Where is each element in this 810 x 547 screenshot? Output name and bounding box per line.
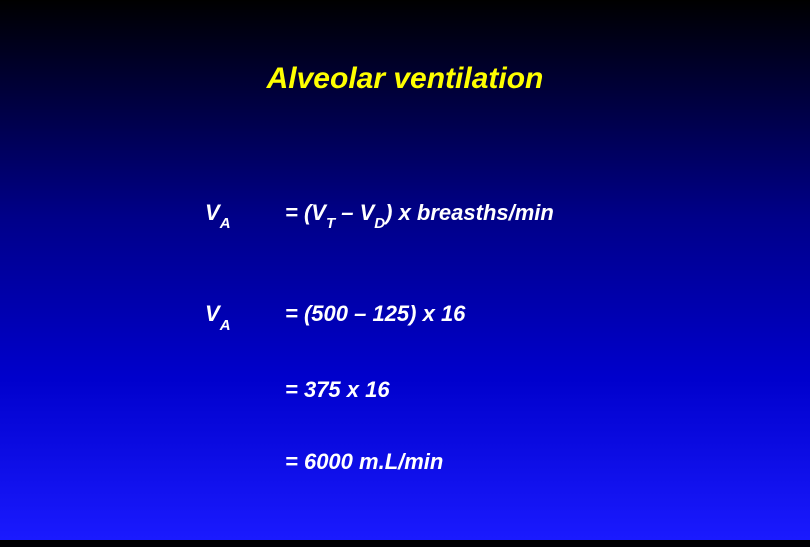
symbol-sub: A xyxy=(220,317,231,334)
expression-4: = 6000 m.L/min xyxy=(285,449,443,475)
symbol-base: V xyxy=(205,200,220,225)
equation-line-4: = 6000 m.L/min xyxy=(205,449,554,475)
symbol-sub: A xyxy=(220,215,231,232)
slide-content: VA = (VT – VD) x breasths/min VA = (500 … xyxy=(205,200,554,547)
symbol-base: V xyxy=(205,301,220,326)
expr-mid: – V xyxy=(335,200,374,225)
equation-line-1: VA = (VT – VD) x breasths/min xyxy=(205,200,554,229)
equation-line-2: VA = (500 – 125) x 16 xyxy=(205,301,554,330)
expr-suffix: ) x breasths/min xyxy=(385,200,554,225)
expression-3: = 375 x 16 xyxy=(285,377,390,403)
expr-prefix: = (V xyxy=(285,200,326,225)
symbol-va-1: VA xyxy=(205,200,285,229)
symbol-empty-2 xyxy=(205,449,285,475)
expr-sub-d: D xyxy=(374,215,385,232)
symbol-va-2: VA xyxy=(205,301,285,330)
expression-2: = (500 – 125) x 16 xyxy=(285,301,465,330)
equation-line-3: = 375 x 16 xyxy=(205,377,554,403)
slide-title: Alveolar ventilation xyxy=(0,62,810,96)
expr-sub-t: T xyxy=(326,215,335,232)
symbol-empty-1 xyxy=(205,377,285,403)
expression-1: = (VT – VD) x breasths/min xyxy=(285,200,554,229)
